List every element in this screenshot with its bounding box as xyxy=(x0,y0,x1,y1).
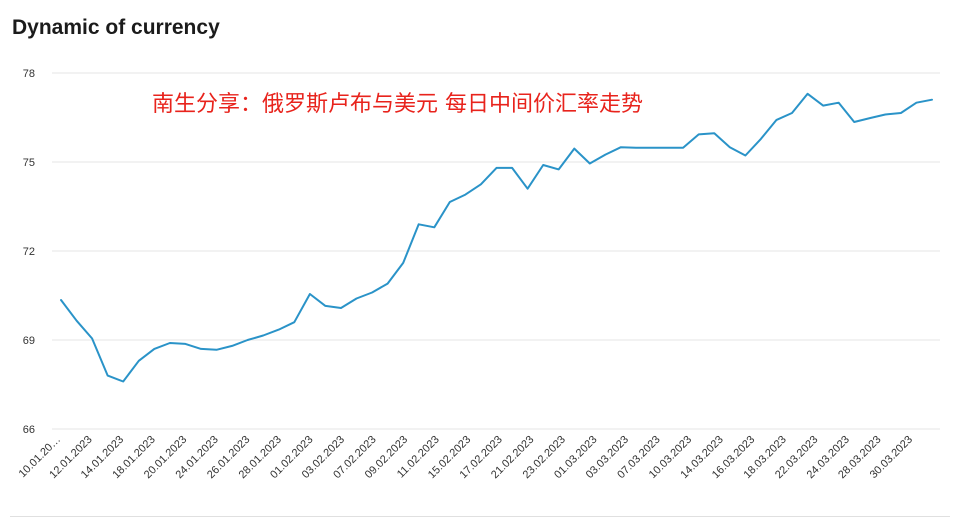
y-tick-label: 78 xyxy=(23,68,35,80)
series-layer xyxy=(60,92,933,383)
bottom-divider xyxy=(10,516,950,517)
y-axis: 66 69 72 75 78 xyxy=(23,68,35,436)
chart-title: Dynamic of currency xyxy=(12,16,220,39)
y-tick-label: 69 xyxy=(23,335,35,347)
y-tick-label: 66 xyxy=(23,424,35,436)
y-tick-label: 75 xyxy=(23,157,35,169)
series-line xyxy=(60,92,933,383)
chart-annotation: 南生分享：俄罗斯卢布与美元 每日中间价汇率走势 xyxy=(152,92,643,117)
y-tick-label: 72 xyxy=(23,246,35,258)
x-axis: 10.01.20…12.01.202314.01.202318.01.20232… xyxy=(17,434,916,481)
grid xyxy=(52,72,940,430)
